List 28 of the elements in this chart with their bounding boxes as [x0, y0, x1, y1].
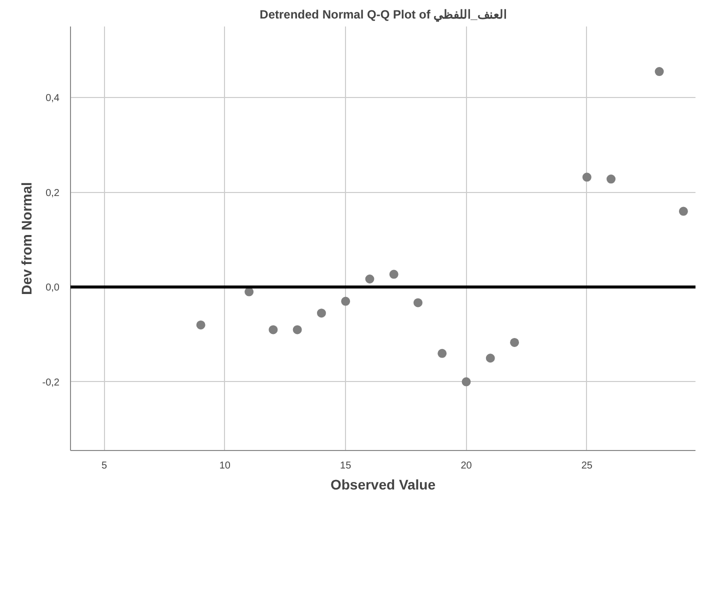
x-tick-label: 15: [340, 460, 352, 472]
x-tick-label: 10: [219, 460, 231, 472]
point: [438, 348, 447, 358]
x-tick-label: 5: [102, 460, 108, 472]
point: [413, 298, 422, 308]
point: [606, 174, 616, 184]
point: [389, 270, 398, 279]
point: [341, 296, 350, 306]
point: [292, 325, 302, 334]
point: [510, 338, 520, 347]
y-axis-title: Dev from Normal: [18, 182, 34, 295]
y-tick-label: 0,4: [46, 93, 60, 104]
x-tick-label: 25: [581, 460, 593, 472]
y-tick-label: -0,2: [42, 377, 60, 388]
x-axis-title: Observed Value: [330, 476, 436, 492]
point: [582, 172, 592, 182]
point: [316, 308, 326, 318]
x-tick-label: 20: [460, 460, 472, 472]
point: [678, 206, 688, 216]
y-tick-label: 0,2: [46, 188, 60, 199]
point: [268, 325, 278, 334]
chart-title: Detrended Normal Q-Q Plot of العنف_اللفظي: [260, 8, 506, 22]
point: [196, 320, 206, 330]
point: [462, 377, 471, 386]
point: [486, 354, 495, 363]
point: [365, 274, 374, 284]
point: [654, 67, 664, 76]
y-tick-label: 0,0: [46, 282, 60, 294]
